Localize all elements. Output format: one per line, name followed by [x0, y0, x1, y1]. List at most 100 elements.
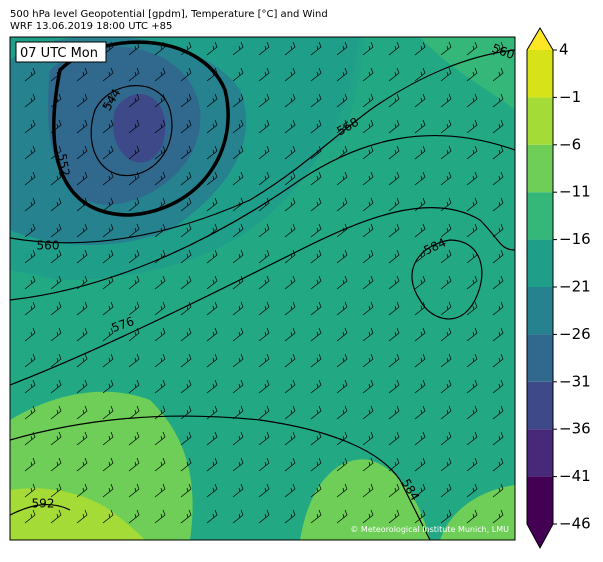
wind-barb [154, 431, 166, 446]
wind-barb [310, 379, 322, 394]
wind-barb [388, 145, 400, 160]
map-frame [9, 36, 516, 541]
wind-barb [414, 431, 426, 446]
wind-barb [258, 67, 270, 82]
colorbar-band [527, 476, 553, 524]
colorbar-tick-label: −31 [559, 372, 591, 390]
wind-barb [50, 457, 62, 472]
wind-barb [336, 145, 348, 160]
wind-barb [492, 249, 504, 264]
colorbar-tick-label: −6 [559, 135, 581, 153]
wind-barb [128, 119, 140, 134]
wind-barb [232, 483, 244, 498]
wind-barb [24, 93, 36, 108]
wind-barb [24, 353, 36, 368]
wind-barb [466, 509, 478, 524]
wind-barb [414, 119, 426, 134]
wind-barb [102, 275, 114, 290]
wind-barb [414, 171, 426, 186]
wind-barb [258, 509, 270, 524]
wind-barb [414, 67, 426, 82]
wind-barb [232, 405, 244, 420]
wind-barb [310, 301, 322, 316]
wind-barb [258, 41, 270, 56]
wind-barb [414, 275, 426, 290]
wind-barb [232, 145, 244, 160]
wind-barb [388, 457, 400, 472]
wind-barb [128, 327, 140, 342]
wind-barb [206, 379, 218, 394]
wind-barb [180, 379, 192, 394]
wind-barb [76, 405, 88, 420]
wind-barb [76, 431, 88, 446]
wind-barb [154, 223, 166, 238]
wind-barb [76, 93, 88, 108]
wind-barb [76, 379, 88, 394]
wind-barb [180, 301, 192, 316]
wind-barb [466, 249, 478, 264]
wind-barb [284, 353, 296, 368]
wind-barb [154, 379, 166, 394]
wind-barb [258, 405, 270, 420]
wind-barb [440, 457, 452, 472]
wind-barb [154, 509, 166, 524]
wind-barb [102, 67, 114, 82]
wind-barb [362, 93, 374, 108]
wind-barb [154, 405, 166, 420]
wind-barb [284, 223, 296, 238]
wind-barb [206, 275, 218, 290]
wind-barb [180, 41, 192, 56]
wind-barb [466, 483, 478, 498]
wind-barb [336, 379, 348, 394]
colorbar-band [527, 334, 553, 382]
wind-barb [232, 301, 244, 316]
colorbar-band [527, 429, 553, 477]
wind-barb [50, 119, 62, 134]
wind-barb [492, 275, 504, 290]
wind-barb [336, 171, 348, 186]
wind-barb [440, 483, 452, 498]
wind-barb [336, 405, 348, 420]
colorbar-band [527, 287, 553, 335]
wind-barb [440, 67, 452, 82]
wind-barb [206, 405, 218, 420]
wind-barb [310, 119, 322, 134]
colorbar-band [527, 381, 553, 430]
wind-barb [362, 197, 374, 212]
wind-barb [154, 67, 166, 82]
colorbar-tick-label: −26 [559, 325, 591, 343]
wind-barb [310, 405, 322, 420]
wind-barb [50, 431, 62, 446]
wind-barb [24, 275, 36, 290]
wind-barb [154, 457, 166, 472]
wind-barb [284, 301, 296, 316]
wind-barb [128, 41, 140, 56]
wind-barb [76, 483, 88, 498]
wind-barb [206, 41, 218, 56]
wind-barb [102, 145, 114, 160]
wind-barb [414, 301, 426, 316]
wind-barb [76, 197, 88, 212]
title: 500 hPa level Geopotential [gpdm], Tempe… [10, 9, 328, 20]
wind-barb [50, 327, 62, 342]
wind-barb [310, 509, 322, 524]
wind-barb [128, 67, 140, 82]
wind-barb [180, 67, 192, 82]
wind-barb [258, 353, 270, 368]
wind-barb [492, 405, 504, 420]
wind-barb [388, 93, 400, 108]
wind-barb [258, 275, 270, 290]
colorbar-band [527, 239, 553, 287]
wind-barb [336, 223, 348, 238]
wind-barb [180, 249, 192, 264]
wind-barb [50, 223, 62, 238]
wind-barb [128, 223, 140, 238]
wind-barb [284, 145, 296, 160]
wind-barb [362, 457, 374, 472]
colorbar-tick-label: −36 [559, 420, 591, 438]
wind-barb [180, 223, 192, 238]
wind-barb [50, 301, 62, 316]
wind-barb [388, 301, 400, 316]
wind-barb [76, 327, 88, 342]
wind-barb [50, 379, 62, 394]
